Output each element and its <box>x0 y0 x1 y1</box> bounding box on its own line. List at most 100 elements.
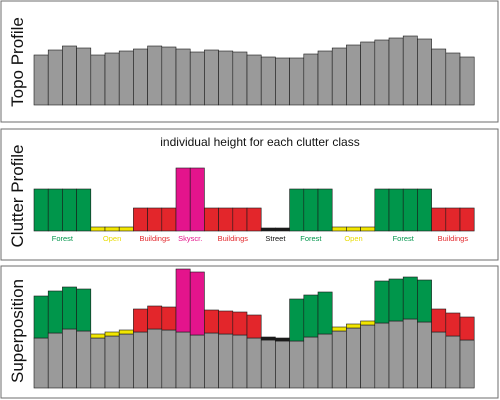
superposition-terrain-bar <box>346 327 361 389</box>
superposition-clutter-bar <box>260 336 276 341</box>
topo-bar <box>189 51 205 106</box>
clutter-bar <box>62 188 77 232</box>
superposition-terrain-bar <box>47 332 63 389</box>
superposition-terrain-bar <box>275 340 290 389</box>
superposition-clutter-bar <box>118 329 134 335</box>
superposition-clutter-bar <box>289 298 305 342</box>
superposition-clutter-bar <box>459 316 475 341</box>
topo-bar <box>161 46 177 106</box>
topo-bar <box>388 37 404 106</box>
topo-bar <box>232 51 248 106</box>
clutter-bar <box>232 207 248 232</box>
superposition-terrain-bar <box>90 337 106 389</box>
clutter-bar <box>90 226 106 232</box>
superposition-clutter-bar <box>90 333 106 339</box>
superposition-terrain-bar <box>260 339 276 389</box>
clutter-bar <box>317 188 333 232</box>
clutter-bar <box>204 207 219 232</box>
clutter-bar <box>289 188 305 232</box>
topo-bar <box>90 54 106 106</box>
clutter-class-label: Open <box>103 234 121 243</box>
superposition-clutter-bar <box>62 286 77 330</box>
clutter-panel-label: Clutter Profile <box>8 145 27 248</box>
topo-bars <box>33 35 475 106</box>
superposition-clutter-bar <box>104 331 120 337</box>
topo-bar <box>147 45 163 106</box>
superposition-clutter-bar <box>417 279 432 323</box>
clutter-bar <box>218 207 234 232</box>
topo-bar <box>303 53 319 106</box>
superposition-clutter-bar <box>47 290 63 334</box>
clutter-class-label: Buildings <box>139 234 170 243</box>
superposition-terrain-bar <box>147 328 163 389</box>
superposition-terrain-bar <box>104 335 120 389</box>
superposition-terrain-bar <box>118 333 134 389</box>
superposition-clutter-bar <box>33 295 49 339</box>
topo-bar <box>289 57 305 106</box>
topo-bar <box>175 48 191 106</box>
clutter-bar <box>104 226 120 232</box>
superposition-terrain-bar <box>246 337 262 389</box>
superposition-terrain-bar <box>189 334 205 389</box>
clutter-class-label: Open <box>344 234 362 243</box>
clutter-bar <box>431 207 447 232</box>
superposition-terrain-bar <box>33 337 49 389</box>
superposition-clutter-bar <box>445 312 461 337</box>
clutter-bar <box>445 207 461 232</box>
superposition-clutter-bar <box>189 271 205 336</box>
topo-bar <box>417 38 432 106</box>
superposition-clutter-bar <box>431 308 447 333</box>
clutter-bar <box>417 188 432 232</box>
clutter-bar <box>33 188 49 232</box>
clutter-bar <box>147 207 163 232</box>
superposition-panel-label: Superposition <box>8 279 27 383</box>
topo-panel: Topo Profile <box>0 0 499 123</box>
superposition-clutter-bar <box>246 314 262 339</box>
topo-bar <box>360 41 376 106</box>
clutter-class-labels: Forest Open Buildings Skyscr. Buildings Stree… <box>52 234 469 243</box>
clutter-bar <box>175 167 191 232</box>
topo-bar <box>218 50 234 106</box>
topo-bar <box>76 47 92 106</box>
clutter-bar <box>161 207 177 232</box>
clutter-bar <box>76 188 92 232</box>
superposition-terrain-bar <box>402 318 418 389</box>
topo-bar <box>47 49 63 106</box>
clutter-bar <box>303 188 319 232</box>
clutter-class-label: Buildings <box>438 234 469 243</box>
clutter-bar <box>275 227 290 232</box>
superposition-terrain-bar <box>417 321 432 389</box>
clutter-class-label: Forest <box>300 234 322 243</box>
superposition-terrain-bar <box>76 330 92 389</box>
superposition-clutter-bar <box>275 337 290 342</box>
superposition-terrain-bar <box>445 335 461 389</box>
topo-bar <box>260 56 276 106</box>
clutter-class-label: Forest <box>393 234 415 243</box>
topo-bar <box>374 39 390 106</box>
clutter-class-label: Forest <box>52 234 74 243</box>
clutter-bar <box>331 226 347 232</box>
superposition-terrain-bar <box>289 340 305 389</box>
superposition-terrain-bar <box>232 334 248 389</box>
superposition-clutter-bar <box>374 280 390 324</box>
superposition-terrain-bar <box>204 332 219 389</box>
clutter-bars <box>33 167 475 232</box>
topo-bar <box>431 48 447 106</box>
superposition-clutter-bar <box>76 288 92 332</box>
superposition-clutter-bar <box>317 291 333 335</box>
topo-bar <box>133 48 148 106</box>
topo-bar <box>402 35 418 106</box>
superposition-clutter-bar <box>218 310 234 335</box>
clutter-bar <box>402 188 418 232</box>
topo-bar <box>346 44 361 106</box>
superposition-clutter-bar <box>303 294 319 338</box>
topo-bar <box>204 49 219 106</box>
superposition-clutter-bar <box>175 268 191 333</box>
clutter-bar <box>133 207 148 232</box>
superposition-clutter-bar <box>133 308 148 333</box>
superposition-clutter-bar <box>360 320 376 326</box>
clutter-bar <box>246 207 262 232</box>
superposition-clutter-bar <box>161 306 177 331</box>
superposition-terrain-bar <box>459 339 475 389</box>
clutter-bar <box>374 188 390 232</box>
